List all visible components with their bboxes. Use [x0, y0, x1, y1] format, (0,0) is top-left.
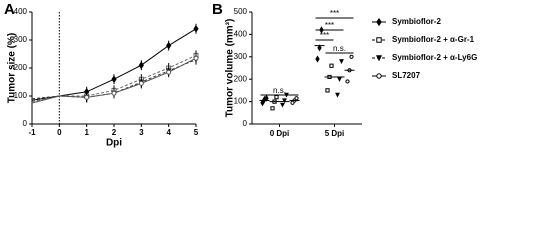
marker [270, 106, 275, 111]
y-axis-label: Tumor size (%) [7, 33, 18, 103]
marker [315, 55, 320, 63]
y-axis-label: Tumor volume (mm³) [225, 19, 236, 118]
y-tick-label: 300 [234, 52, 248, 61]
marker [329, 63, 334, 68]
x-axis-label: Dpi [106, 138, 122, 149]
marker [166, 69, 172, 75]
marker [376, 37, 382, 43]
marker [193, 24, 199, 33]
significance-label: *** [320, 31, 329, 40]
legend-label: SL7207 [392, 71, 421, 80]
significance-label: *** [325, 21, 334, 30]
significance-label: n.s. [273, 86, 286, 95]
legend-label: Symbioflor-2 + α-Gr-1 [392, 35, 475, 44]
marker [138, 80, 144, 86]
x-tick-label: 2 [112, 128, 117, 137]
marker [282, 98, 287, 104]
y-tick-label: 200 [14, 63, 28, 72]
panel-label: B [212, 1, 223, 18]
marker [138, 61, 144, 70]
marker [325, 88, 330, 93]
marker [349, 54, 354, 59]
x-tick-label: 1 [84, 128, 89, 137]
marker [376, 17, 382, 27]
y-tick-label: 0 [243, 119, 248, 128]
marker [111, 75, 117, 84]
x-tick-label: 5 [194, 128, 199, 137]
y-tick-label: 400 [14, 7, 28, 16]
marker [294, 96, 299, 101]
marker [335, 92, 340, 98]
figure: A B Dpi Tumor size (%) Tumor volume (mm³… [4, 1, 477, 149]
x-tick-label: 5 Dpi [325, 129, 345, 138]
x-tick-label: 0 [57, 128, 62, 137]
marker [166, 41, 172, 50]
panel-label: A [4, 1, 15, 18]
y-tick-label: 400 [234, 30, 248, 39]
y-tick-label: 300 [14, 35, 28, 44]
y-tick-label: 500 [234, 7, 248, 16]
marker [260, 99, 265, 107]
marker [375, 55, 383, 62]
legend-label: Symbioflor-2 [392, 17, 441, 26]
y-tick-label: 100 [14, 91, 28, 100]
marker [84, 94, 90, 100]
marker [337, 77, 342, 82]
x-tick-label: 3 [139, 128, 144, 137]
marker [339, 59, 344, 64]
legend-label: Symbioflor-2 + α-Ly6G [392, 53, 477, 62]
significance-label: n.s. [333, 44, 346, 53]
x-tick-label: 0 Dpi [270, 129, 290, 138]
marker [345, 79, 350, 84]
marker [376, 73, 382, 79]
significance-label: *** [330, 9, 339, 18]
marker [193, 55, 199, 61]
marker [274, 95, 279, 100]
marker [317, 44, 322, 52]
y-tick-label: 100 [234, 97, 248, 106]
x-tick-label: 4 [166, 128, 171, 137]
marker [280, 102, 285, 108]
y-tick-label: 0 [23, 119, 28, 128]
y-tick-label: 200 [234, 74, 248, 83]
x-tick-label: -1 [28, 128, 36, 137]
marker [111, 90, 117, 96]
